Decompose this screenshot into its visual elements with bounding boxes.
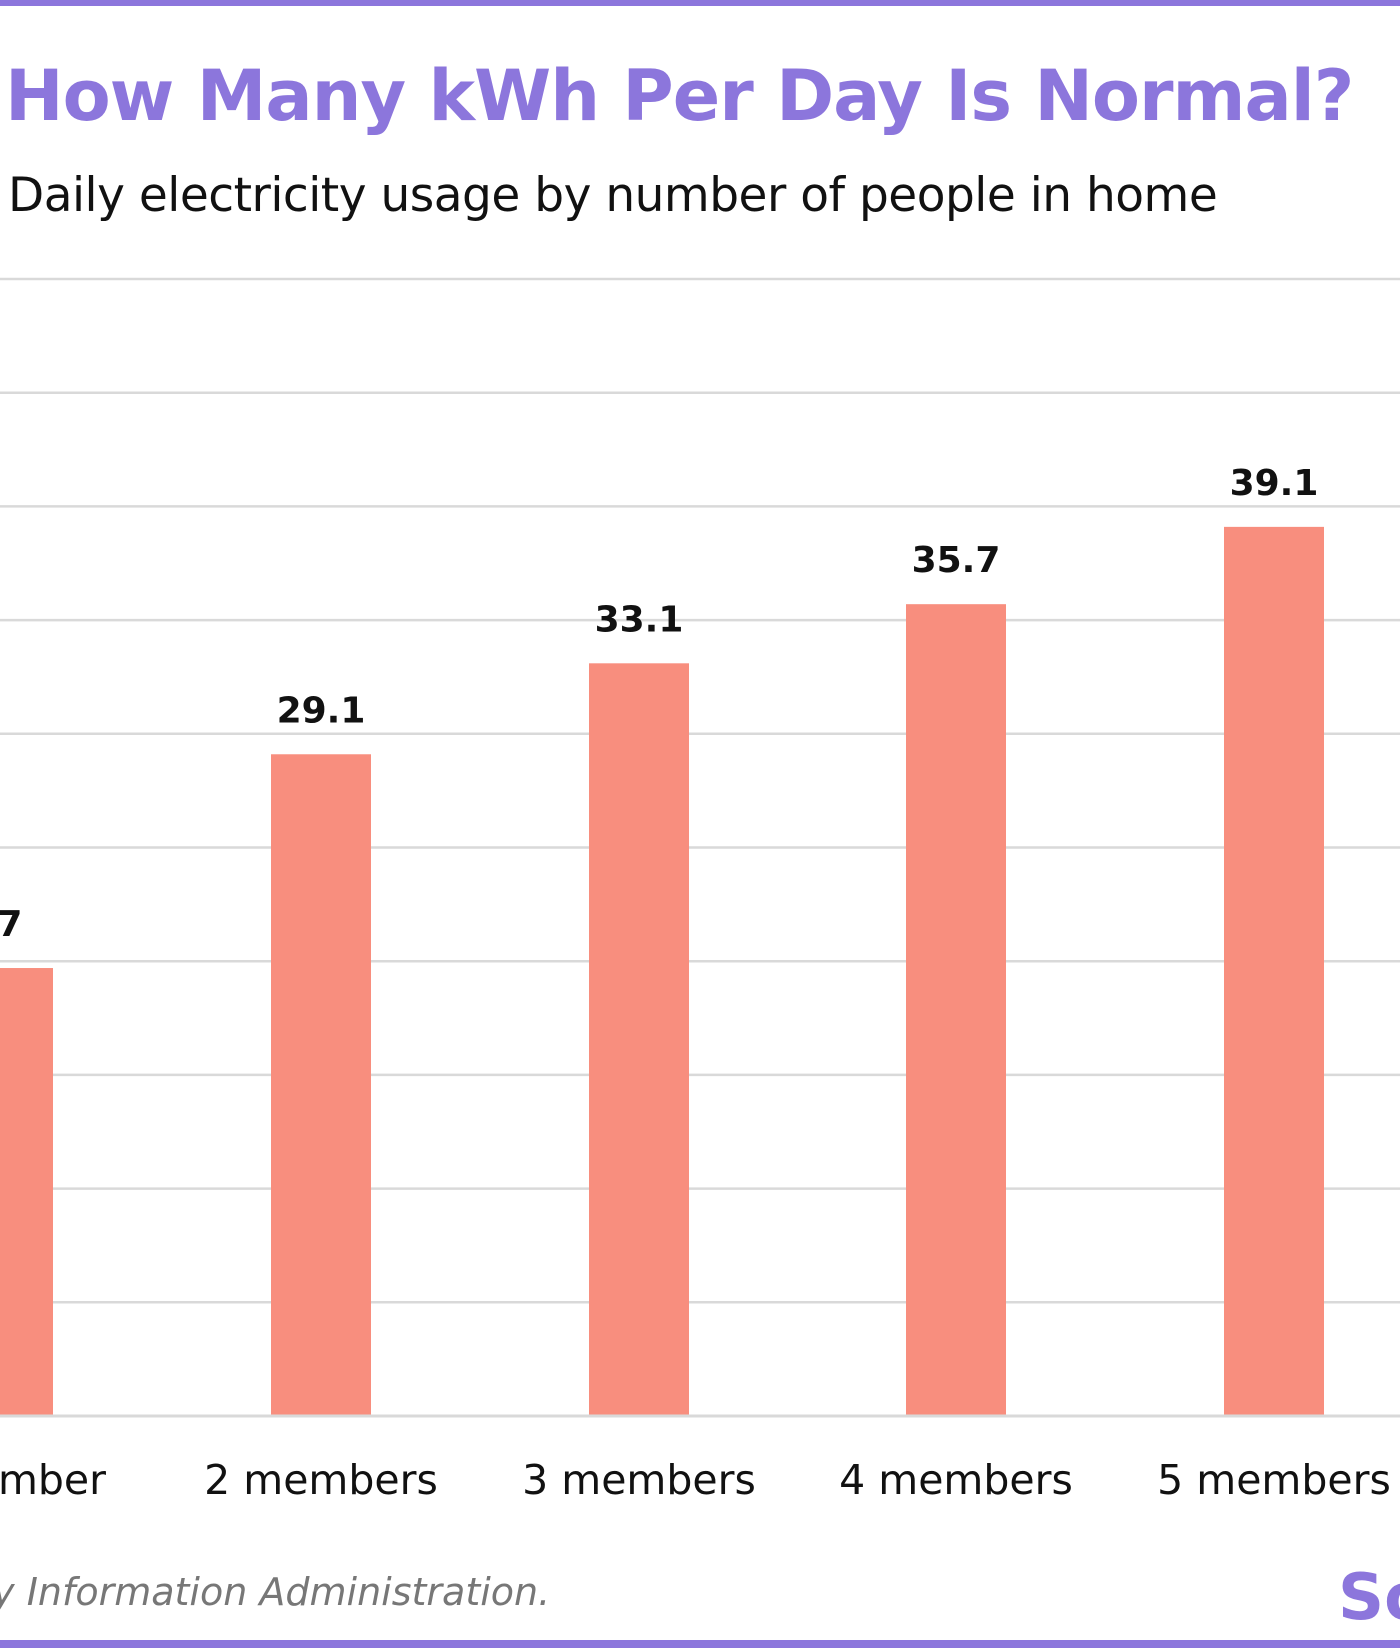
source-note: gy Information Administration.: [0, 1570, 551, 1614]
x-tick-label: 2 members: [204, 1456, 438, 1504]
data-labels: .7 29.1 33.1 35.7 39.1: [0, 463, 1318, 945]
x-tick-label: 3 members: [522, 1456, 756, 1504]
bar-value-label: 39.1: [1230, 463, 1319, 504]
bar-value-label: .7: [0, 904, 22, 945]
bottom-accent-border: [0, 1640, 1400, 1648]
bar-value-label: 33.1: [595, 599, 684, 640]
x-tick-label: mber: [0, 1456, 106, 1504]
bar: [271, 754, 371, 1416]
x-tick-label: 4 members: [839, 1456, 1073, 1504]
x-axis: mber 2 members 3 members 4 members 5 members: [0, 1414, 1400, 1504]
bar: [906, 604, 1006, 1416]
bar: [1224, 526, 1324, 1416]
brand-logo: So: [1338, 1561, 1400, 1635]
chart-title: How Many kWh Per Day Is Normal?: [5, 55, 1354, 137]
gridlines: [0, 277, 1400, 1304]
chart-subtitle: Daily electricity usage by number of peo…: [8, 168, 1218, 223]
bar-value-label: 29.1: [277, 690, 366, 731]
x-tick-label: 5 members: [1157, 1456, 1391, 1504]
top-accent-border: [0, 0, 1400, 6]
bar-value-label: 35.7: [912, 540, 1001, 581]
bar: [589, 663, 689, 1416]
bars: [0, 526, 1324, 1416]
bar: [0, 968, 53, 1416]
